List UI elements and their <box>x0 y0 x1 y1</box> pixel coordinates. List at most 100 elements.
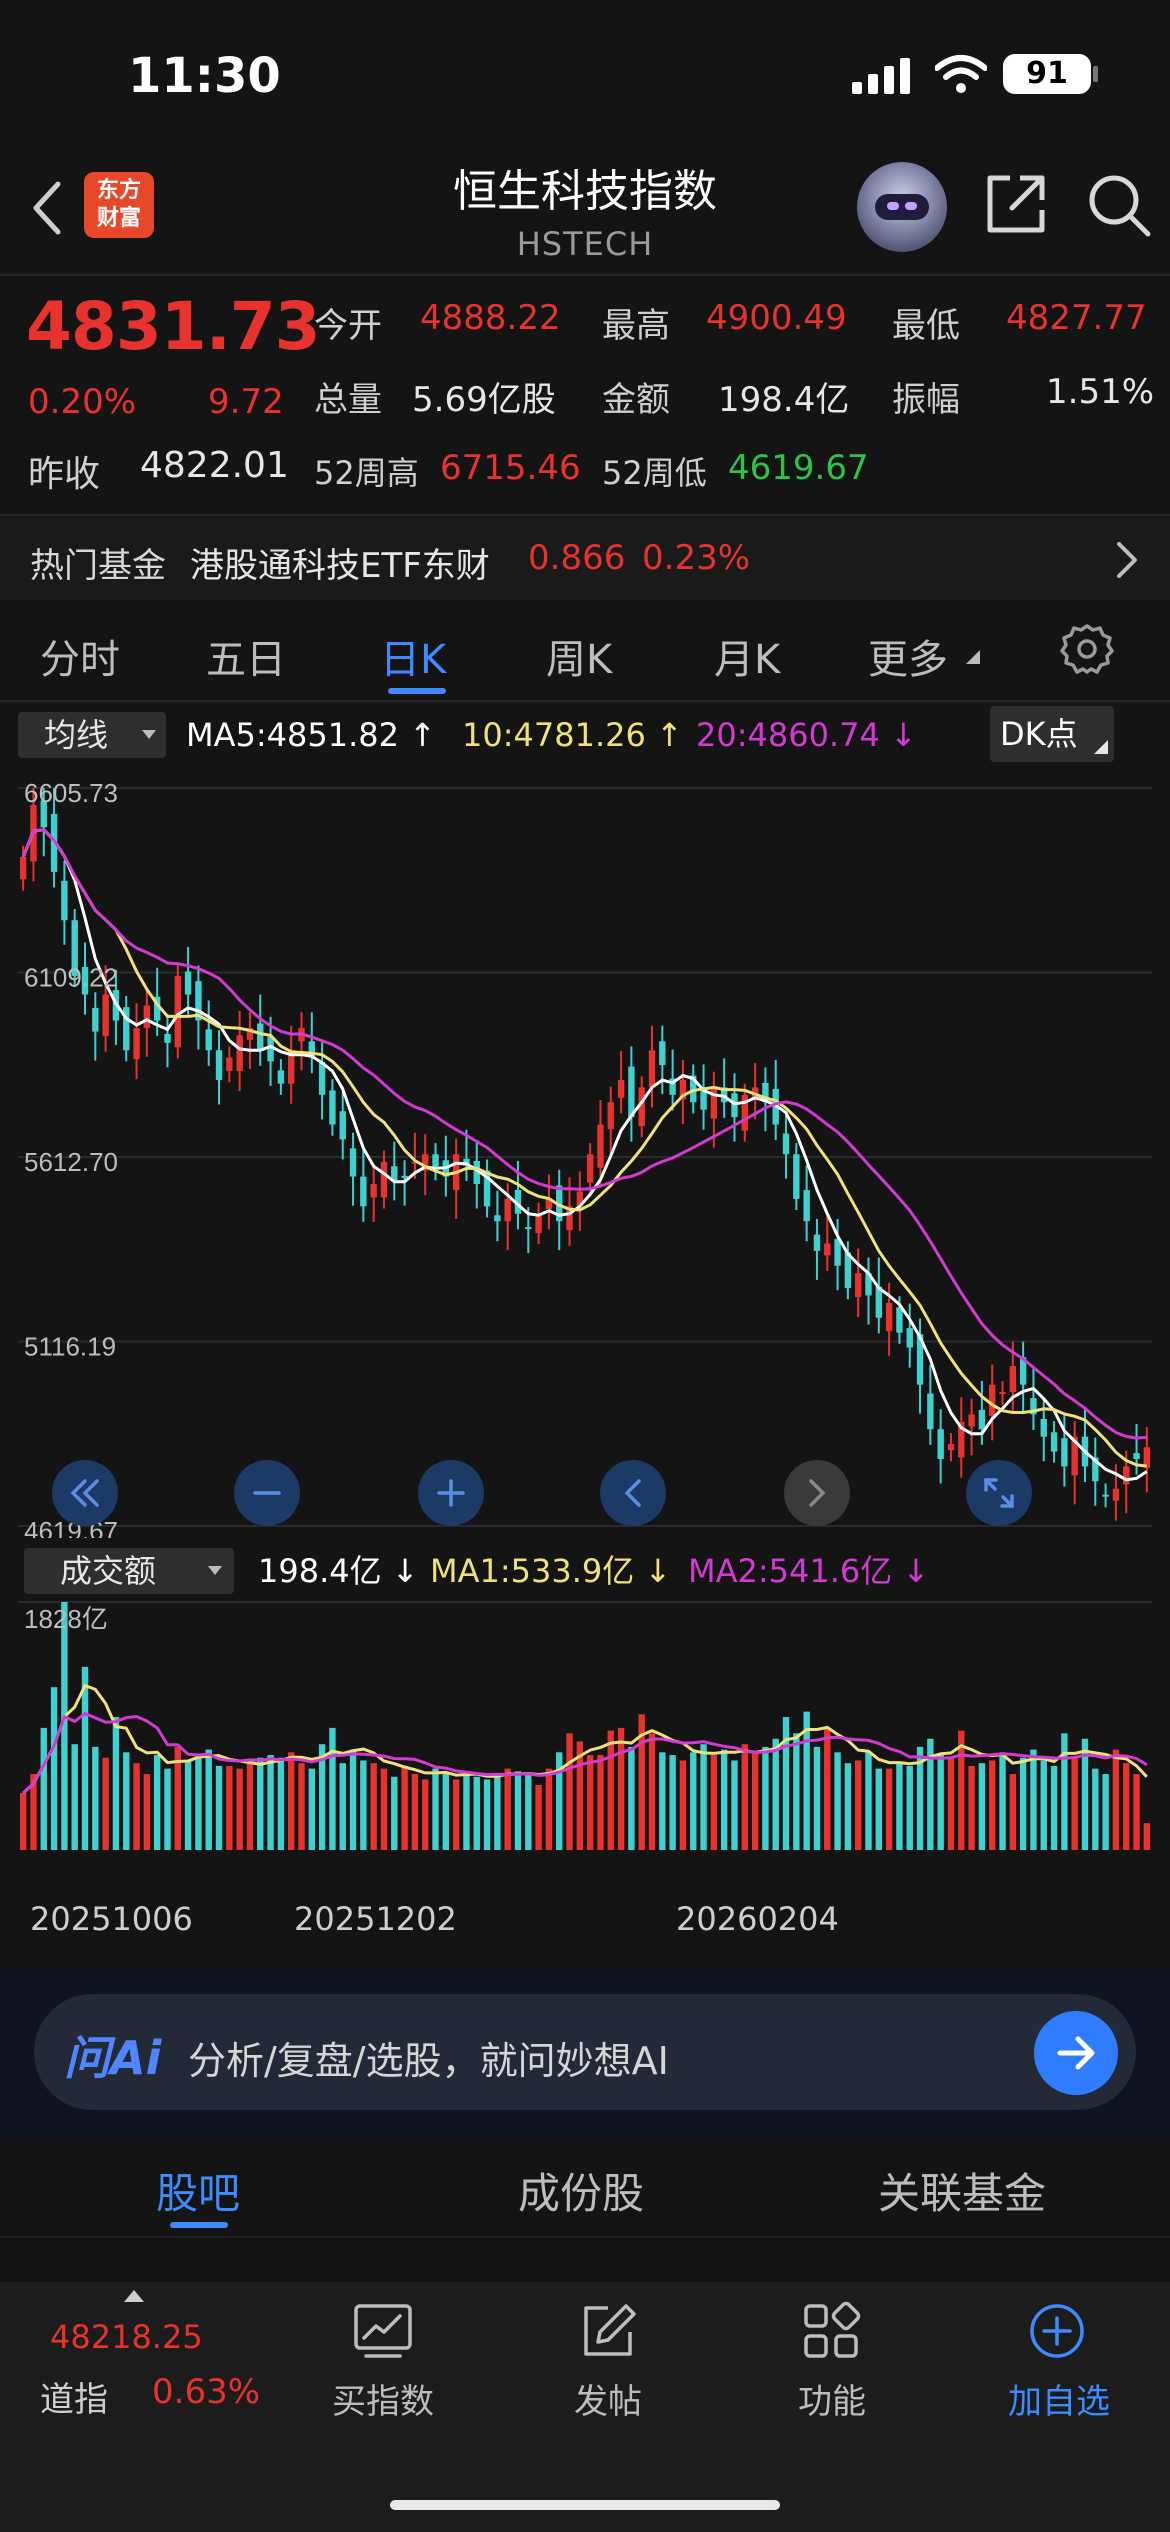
current-price: 4831.73 <box>26 288 321 365</box>
candle-body <box>329 1090 336 1125</box>
volume-bar <box>782 1717 790 1850</box>
page-title: 恒生科技指数 <box>453 166 717 217</box>
volume-bar <box>854 1760 862 1850</box>
indicator-select[interactable]: 均线 <box>18 712 166 758</box>
volume-bar <box>968 1765 975 1850</box>
tab-forum[interactable]: 股吧 <box>156 2169 241 2218</box>
ticker-value[interactable]: 48218.25 <box>50 2318 203 2356</box>
volume-bar <box>648 1733 656 1850</box>
arrow-up-icon: ↑ <box>409 716 436 754</box>
volume-bar <box>638 1714 645 1850</box>
ma5-text: MA5:4851.82 <box>186 716 399 754</box>
candle-body <box>978 1409 986 1430</box>
volume-bar <box>669 1755 676 1850</box>
candle-body <box>679 1079 687 1100</box>
page-subtitle: HSTECH <box>516 225 654 263</box>
tab-five-day[interactable]: 五日 <box>206 637 286 683</box>
corner-triangle-icon <box>1094 740 1108 754</box>
tab-monthly-k[interactable]: 月K <box>714 637 781 683</box>
search-icon[interactable] <box>1086 172 1152 238</box>
cellular-signal-icon <box>852 58 910 94</box>
candle-body <box>411 1161 419 1164</box>
volume-bar <box>81 1666 89 1850</box>
share-icon[interactable] <box>984 172 1048 236</box>
quote-divider <box>0 514 1170 516</box>
volume-bar <box>422 1779 429 1850</box>
candle-body <box>153 996 161 1021</box>
candle-body <box>1102 1494 1109 1497</box>
candle-body <box>164 1033 171 1043</box>
dk-point-button[interactable]: DK点 <box>990 706 1114 762</box>
volume-value-text: 198.4亿 <box>258 1552 382 1590</box>
grid-apps-icon[interactable] <box>800 2300 862 2362</box>
52w-high-value: 6715.46 <box>440 448 581 488</box>
fullscreen-button[interactable] <box>966 1460 1032 1526</box>
header-divider <box>0 274 1170 276</box>
ticker-name[interactable]: 道指 <box>40 2380 108 2420</box>
volume-ma2-line <box>22 1711 1148 1795</box>
candle-body <box>246 1027 254 1040</box>
y-tick-label: 6109.22 <box>24 963 118 993</box>
nav-add-watchlist[interactable]: 加自选 <box>1008 2382 1110 2422</box>
ma10-value: 10:4781.26 ↑ <box>462 712 683 758</box>
ask-ai-input[interactable] <box>34 1994 1136 2110</box>
volume-bar <box>380 1768 388 1850</box>
gear-icon[interactable] <box>1060 622 1114 676</box>
volume-bar <box>607 1730 614 1850</box>
arrow-down-icon: ↓ <box>890 716 917 754</box>
ai-assistant-avatar-icon[interactable] <box>857 162 947 252</box>
scroll-right-button[interactable] <box>784 1460 850 1526</box>
back-arrow-icon[interactable] <box>28 178 68 238</box>
tab-constituents[interactable]: 成份股 <box>518 2169 645 2218</box>
zoom-in-button[interactable] <box>418 1460 484 1526</box>
volume-bar <box>205 1749 212 1850</box>
low-label: 最低 <box>892 306 960 346</box>
tabs-divider <box>0 700 1170 702</box>
edit-post-icon[interactable] <box>578 2300 640 2362</box>
candle-body <box>556 1185 563 1222</box>
wifi-icon <box>935 55 987 93</box>
chevron-right-icon <box>1117 542 1137 578</box>
arrow-down-icon: ↓ <box>391 1552 419 1590</box>
candle-body <box>968 1414 975 1427</box>
ma20-text: 20:4860.74 <box>696 716 880 754</box>
volume-bar <box>535 1784 542 1850</box>
tab-more[interactable]: 更多 <box>868 637 948 683</box>
candle-body <box>1019 1357 1027 1385</box>
add-circle-icon[interactable] <box>1026 2300 1088 2362</box>
hot-fund-bar[interactable]: 热门基金 港股通科技ETF东财 0.866 0.23% <box>0 518 1170 600</box>
candle-body <box>947 1444 955 1451</box>
tab-daily-k[interactable]: 日K <box>380 637 447 683</box>
caret-up-icon <box>124 2290 144 2302</box>
scroll-left-fast-button[interactable] <box>52 1460 118 1526</box>
volume-bar <box>287 1752 295 1850</box>
candle-body <box>215 1050 223 1080</box>
volume-bar <box>586 1755 594 1850</box>
nav-buy-index[interactable]: 买指数 <box>332 2382 434 2422</box>
tab-related-funds[interactable]: 关联基金 <box>878 2169 1047 2218</box>
nav-functions[interactable]: 功能 <box>798 2382 866 2422</box>
candle-body <box>133 1027 140 1060</box>
nav-post[interactable]: 发帖 <box>574 2382 642 2422</box>
scroll-left-button[interactable] <box>600 1460 666 1526</box>
candle-body <box>81 967 89 995</box>
volume-bar <box>1143 1823 1151 1850</box>
candle-body <box>339 1111 346 1140</box>
x-tick-label: 20251006 <box>30 1900 193 1938</box>
volume-indicator-select[interactable]: 成交额 <box>24 1548 234 1594</box>
robot-eye-left <box>887 202 899 210</box>
volume-bar <box>360 1760 367 1850</box>
zoom-out-button[interactable] <box>234 1460 300 1526</box>
chart-trend-icon[interactable] <box>352 2300 414 2362</box>
volume-bar <box>308 1768 316 1850</box>
candle-body <box>102 994 109 1037</box>
low-value: 4827.77 <box>1006 298 1147 338</box>
tab-weekly-k[interactable]: 周K <box>546 637 613 683</box>
volume-bar <box>824 1727 831 1850</box>
candle-body <box>463 1158 470 1166</box>
ask-ai-send-button[interactable] <box>1034 2011 1118 2095</box>
ticker-percent[interactable]: 0.63% <box>152 2372 261 2412</box>
tab-intraday[interactable]: 分时 <box>40 637 120 683</box>
volume-chart[interactable]: 1828亿 <box>18 1598 1152 1854</box>
